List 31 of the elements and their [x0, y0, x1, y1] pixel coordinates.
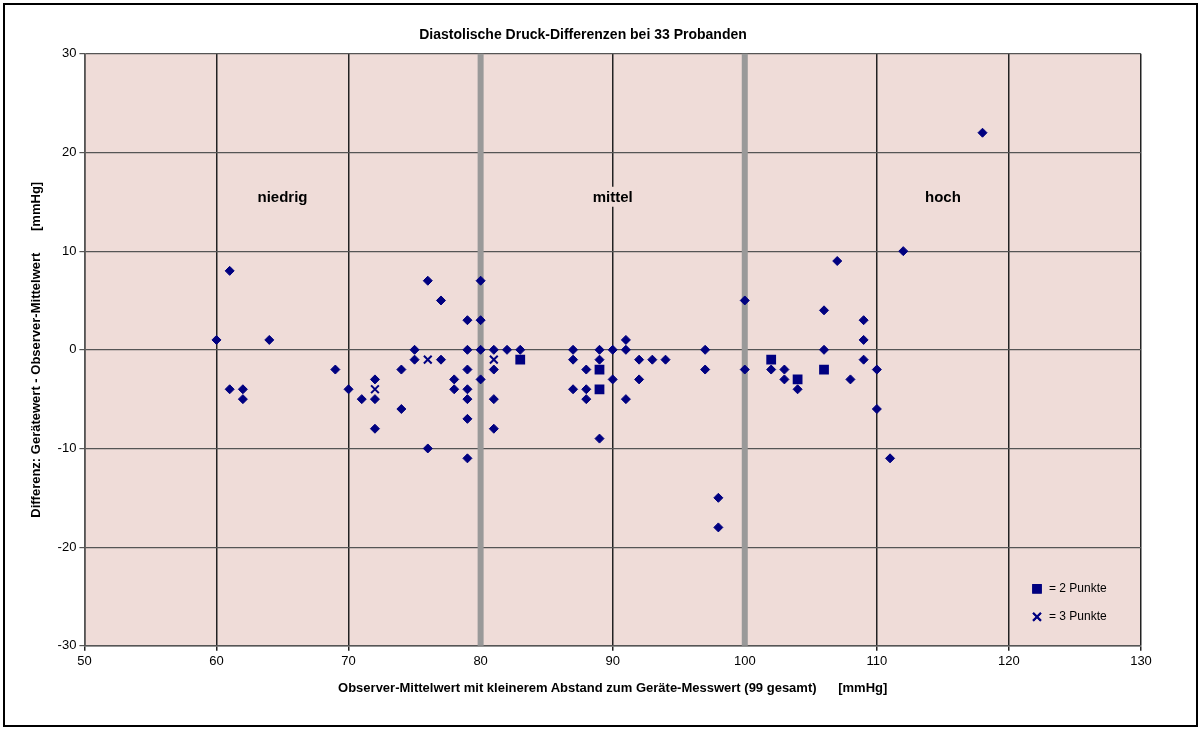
y-tick-label: -10 — [57, 440, 77, 456]
point — [594, 384, 605, 395]
point — [515, 354, 526, 365]
legend-label: = 2 Punkte — [1049, 581, 1108, 596]
x-tick-label: 80 — [473, 653, 488, 669]
y-tick-label: 0 — [69, 341, 77, 357]
y-axis-title: Differenz: Gerätewert - Observer-Mittelwert [mmHg] — [28, 181, 44, 518]
band-label: niedrig — [257, 187, 308, 205]
x-tick-label: 70 — [341, 653, 356, 669]
x-tick-label: 110 — [866, 653, 888, 669]
band-label: hoch — [924, 187, 961, 205]
y-tick-label: 10 — [61, 242, 77, 258]
point — [766, 354, 777, 365]
x-tick-label: 90 — [605, 653, 620, 669]
point — [422, 354, 433, 365]
y-tick-label: 30 — [61, 45, 77, 61]
y-tick-label: -20 — [57, 538, 77, 554]
x-tick-label: 130 — [1130, 653, 1152, 669]
chart-title: Diastolische Druck-Differenzen bei 33 Probanden — [419, 26, 747, 43]
point — [370, 384, 380, 395]
band-label: mittel — [592, 187, 633, 205]
x-tick-label: 60 — [209, 653, 224, 669]
point — [488, 354, 499, 365]
y-tick-label: 20 — [61, 144, 77, 160]
x-axis-title: Observer-Mittelwert mit kleinerem Abstand zum Geräte-Messwert (99 gesamt) [mmHg] — [338, 679, 888, 695]
x-tick-label: 100 — [733, 653, 756, 669]
y-tick-label: -30 — [57, 637, 77, 653]
point — [819, 364, 829, 375]
x-tick-label: 120 — [998, 653, 1020, 669]
x-tick-label: 50 — [77, 653, 92, 669]
legend-label: = 3 Punkte — [1049, 609, 1108, 624]
